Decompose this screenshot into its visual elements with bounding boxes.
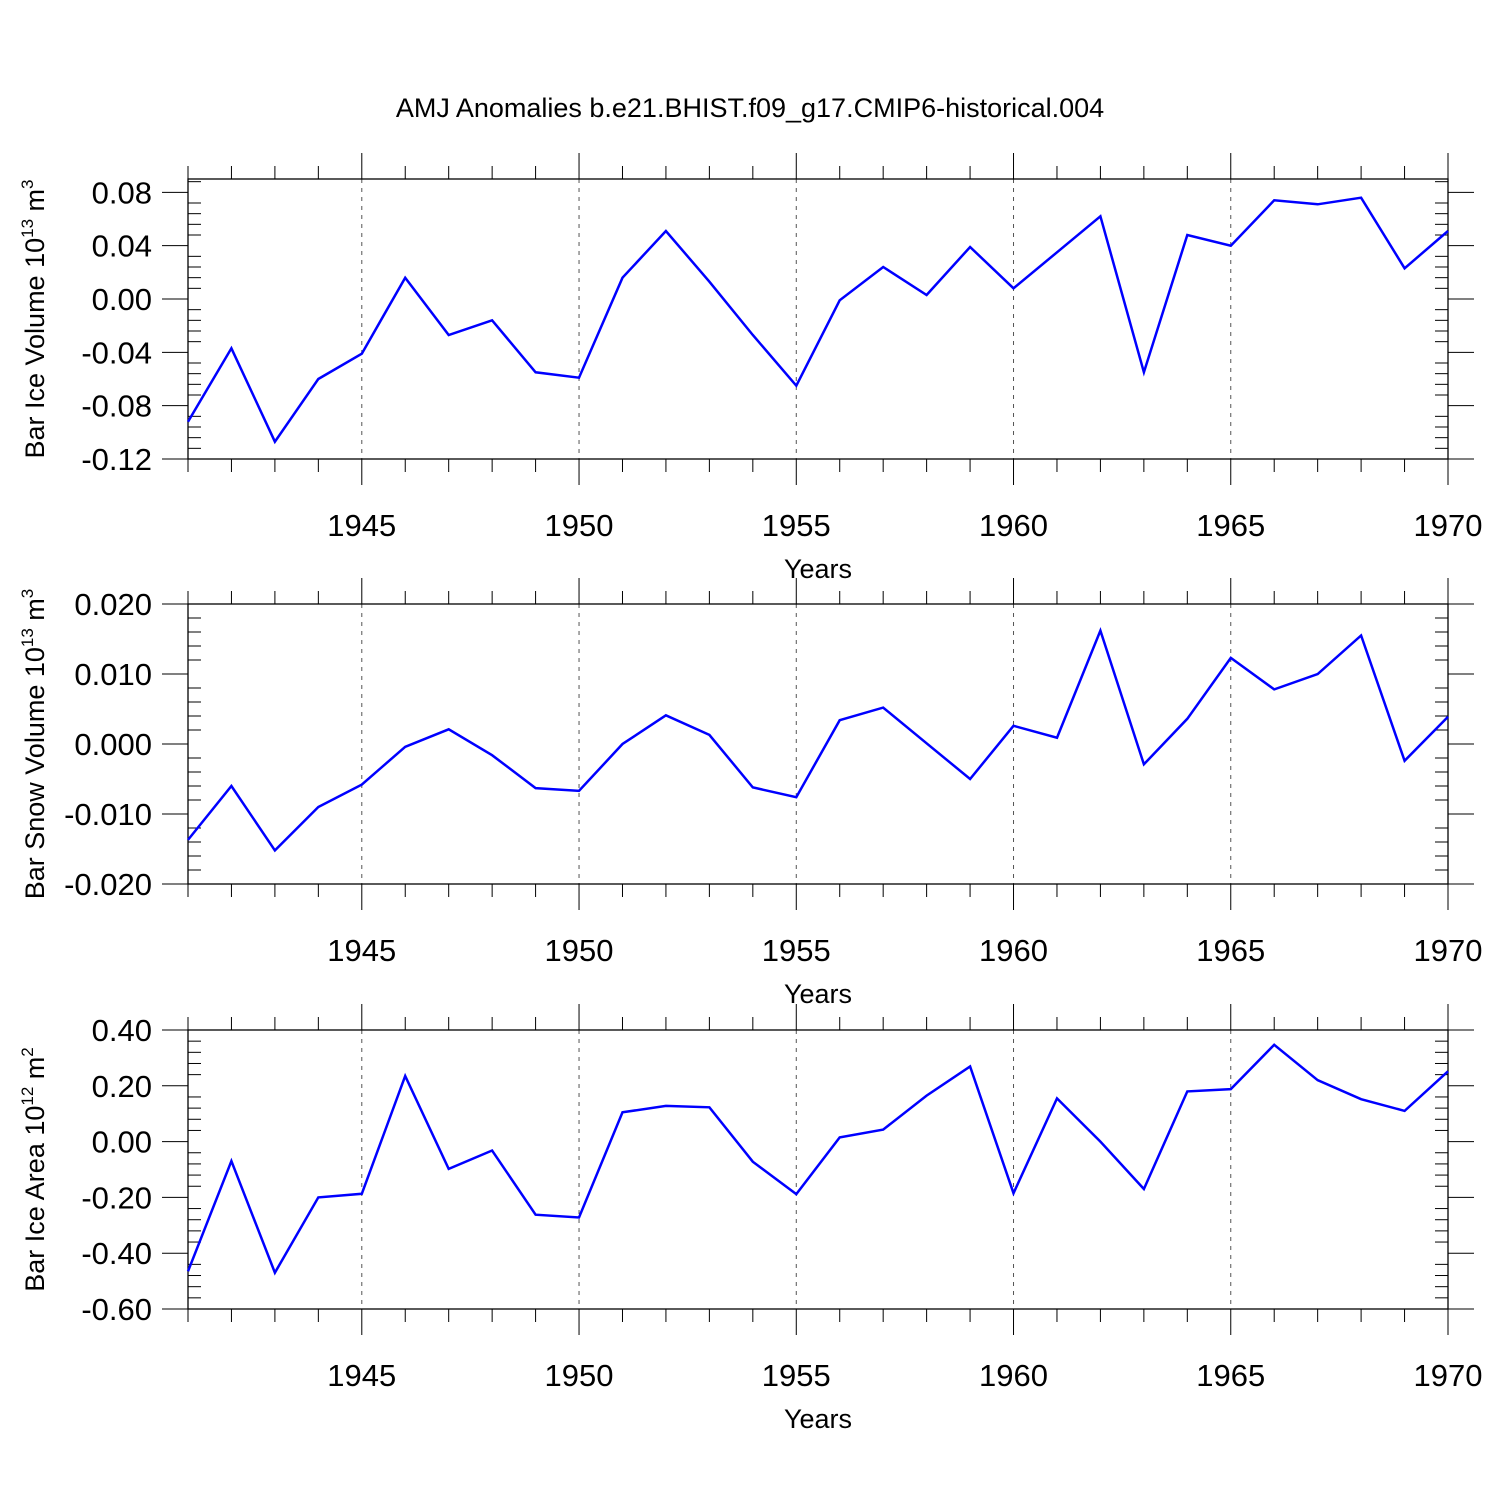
x-tick-label: 1945 bbox=[327, 1358, 396, 1393]
y-axis-label-part: m bbox=[20, 189, 50, 219]
y-tick-label: -0.40 bbox=[81, 1236, 152, 1271]
y-axis-label: Bar Ice Area 1012 m2 bbox=[18, 1047, 50, 1292]
y-tick-label: -0.08 bbox=[81, 389, 152, 424]
x-tick-label: 1970 bbox=[1414, 508, 1483, 543]
y-tick-label: 0.20 bbox=[92, 1069, 152, 1104]
y-tick-label: 0.010 bbox=[74, 657, 152, 692]
y-axis-label-part: Bar Snow Volume 10 bbox=[20, 647, 50, 899]
y-tick-label: 0.04 bbox=[92, 229, 152, 264]
y-tick-label: -0.60 bbox=[81, 1292, 152, 1327]
y-tick-label: 0.020 bbox=[74, 587, 152, 622]
y-tick-label: 0.00 bbox=[92, 1125, 152, 1160]
y-tick-label: 0.40 bbox=[92, 1013, 152, 1048]
series-line bbox=[186, 1043, 1449, 1276]
x-tick-label: 1945 bbox=[327, 933, 396, 968]
x-axis-label: Years bbox=[784, 1404, 852, 1434]
y-tick-label: 0.08 bbox=[92, 175, 152, 210]
y-tick-label: -0.12 bbox=[81, 442, 152, 477]
x-tick-label: 1965 bbox=[1196, 933, 1265, 968]
y-axis-label-part: Bar Ice Area 10 bbox=[20, 1106, 50, 1292]
chart-panel-3: -0.60 -0.40 -0.20 0.00 0.20 0.40 1945 1950 1955 1… bbox=[18, 1004, 1482, 1434]
y-tick-label: -0.04 bbox=[81, 335, 152, 370]
chart-panels: -0.12 -0.08 -0.04 0.00 0.04 0.08 1945 1950 1955 1… bbox=[18, 153, 1482, 1434]
x-tick-label: 1960 bbox=[979, 933, 1048, 968]
y-axis-label-part: m bbox=[20, 1057, 50, 1087]
y-axis-label-superscript: 13 bbox=[18, 219, 37, 238]
x-tick-label: 1965 bbox=[1196, 1358, 1265, 1393]
figure-title: AMJ Anomalies b.e21.BHIST.f09_g17.CMIP6-… bbox=[396, 93, 1104, 123]
plot-frame bbox=[187, 178, 1449, 460]
y-tick-label: -0.20 bbox=[81, 1180, 152, 1215]
y-axis-label-superscript: 13 bbox=[18, 628, 37, 647]
chart-panel-2: -0.020 -0.010 0.000 0.010 0.020 1945 1950 1955 1… bbox=[18, 578, 1482, 1009]
x-tick-label: 1960 bbox=[979, 508, 1048, 543]
x-tick-label: 1955 bbox=[762, 508, 831, 543]
y-axis-label: Bar Ice Volume 1013 m3 bbox=[18, 179, 50, 458]
y-tick-label: -0.010 bbox=[64, 797, 152, 832]
y-axis-label-part: m bbox=[20, 598, 50, 628]
x-tick-label: 1950 bbox=[545, 508, 614, 543]
x-tick-label: 1955 bbox=[762, 933, 831, 968]
y-tick-label: 0.00 bbox=[92, 282, 152, 317]
x-axis-label: Years bbox=[784, 979, 852, 1009]
plot-frame bbox=[187, 603, 1449, 885]
y-axis-label-superscript: 3 bbox=[18, 179, 37, 188]
x-tick-label: 1950 bbox=[545, 1358, 614, 1393]
chart-panel-1: -0.12 -0.08 -0.04 0.00 0.04 0.08 1945 1950 1955 1… bbox=[18, 153, 1482, 584]
x-tick-label: 1965 bbox=[1196, 508, 1265, 543]
x-tick-label: 1960 bbox=[979, 1358, 1048, 1393]
y-axis-label-superscript: 3 bbox=[18, 589, 37, 598]
x-tick-label: 1950 bbox=[545, 933, 614, 968]
y-tick-label: 0.000 bbox=[74, 727, 152, 762]
series-line bbox=[186, 196, 1449, 445]
x-tick-label: 1945 bbox=[327, 508, 396, 543]
series-line bbox=[187, 626, 1449, 853]
x-tick-label: 1955 bbox=[762, 1358, 831, 1393]
y-tick-label: -0.020 bbox=[64, 867, 152, 902]
x-axis-label: Years bbox=[784, 554, 852, 584]
plot-frame bbox=[187, 1029, 1449, 1310]
y-axis-label: Bar Snow Volume 1013 m3 bbox=[18, 589, 50, 900]
y-axis-label-superscript: 12 bbox=[18, 1087, 37, 1106]
x-tick-label: 1970 bbox=[1414, 1358, 1483, 1393]
x-tick-label: 1970 bbox=[1414, 933, 1483, 968]
y-axis-label-superscript: 2 bbox=[18, 1047, 37, 1056]
y-axis-label-part: Bar Ice Volume 10 bbox=[20, 238, 50, 459]
